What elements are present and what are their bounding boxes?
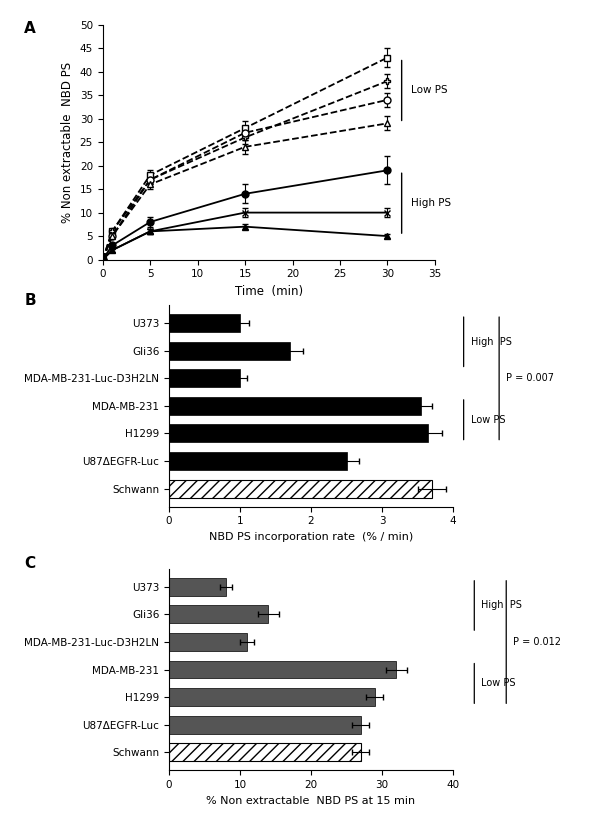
- Y-axis label: % Non extractable  NBD PS: % Non extractable NBD PS: [61, 62, 74, 222]
- Text: C: C: [24, 556, 35, 571]
- Text: Low PS: Low PS: [471, 414, 505, 424]
- Bar: [169, 743, 361, 761]
- Bar: [169, 342, 290, 359]
- Bar: [169, 606, 268, 623]
- X-axis label: Time  (min): Time (min): [235, 285, 303, 297]
- Bar: [169, 578, 226, 596]
- Text: Low PS: Low PS: [411, 86, 448, 96]
- Text: High  PS: High PS: [471, 337, 512, 347]
- Text: A: A: [24, 21, 36, 35]
- Bar: [169, 424, 428, 442]
- Text: High  PS: High PS: [481, 601, 522, 611]
- Bar: [169, 633, 247, 651]
- Bar: [169, 452, 347, 470]
- Bar: [169, 716, 361, 733]
- Text: P = 0.012: P = 0.012: [513, 637, 561, 647]
- Text: High PS: High PS: [411, 199, 451, 208]
- X-axis label: NBD PS incorporation rate  (% / min): NBD PS incorporation rate (% / min): [209, 532, 413, 542]
- Text: B: B: [24, 293, 36, 307]
- Bar: [169, 314, 240, 332]
- Bar: [169, 397, 421, 414]
- Bar: [169, 688, 375, 706]
- Text: Low PS: Low PS: [481, 678, 516, 688]
- Bar: [169, 661, 396, 678]
- Text: P = 0.007: P = 0.007: [506, 373, 554, 383]
- Bar: [169, 369, 240, 387]
- X-axis label: % Non extractable  NBD PS at 15 min: % Non extractable NBD PS at 15 min: [207, 796, 416, 806]
- Bar: [169, 480, 432, 498]
